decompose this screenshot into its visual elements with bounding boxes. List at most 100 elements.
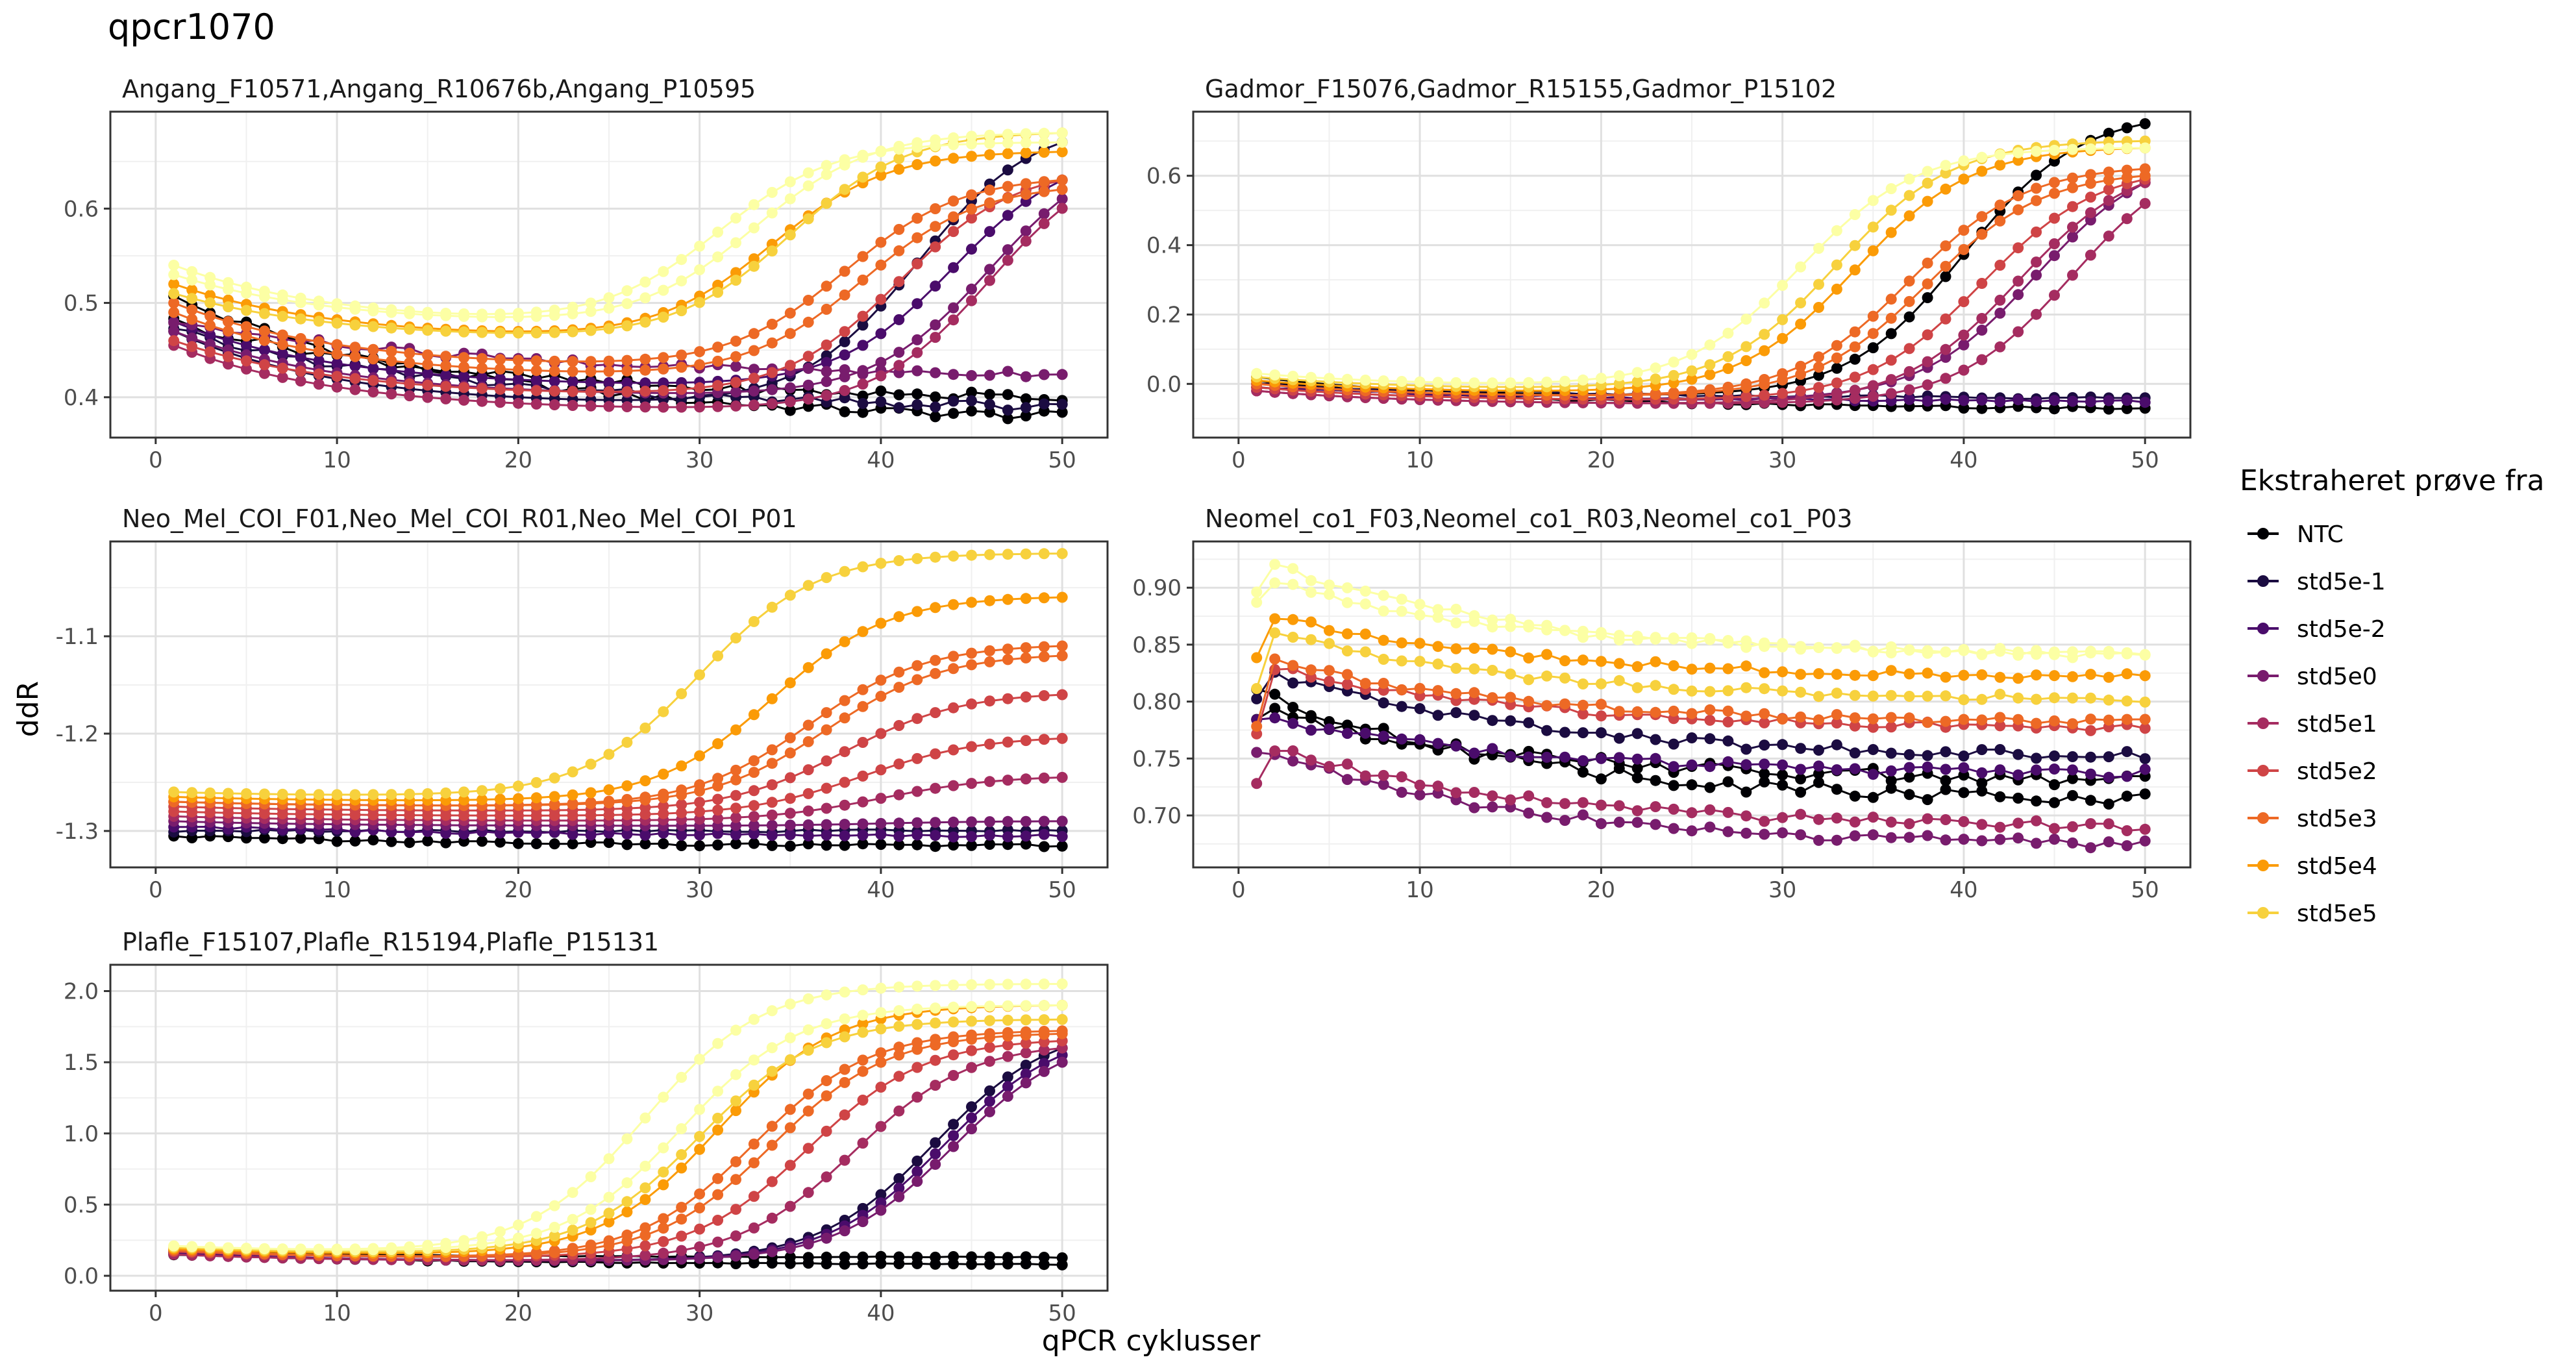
data-point	[277, 833, 288, 845]
data-point	[2031, 226, 2042, 238]
data-point	[839, 1076, 850, 1088]
x-tick-label: 40	[867, 1300, 895, 1326]
data-point	[1251, 728, 1263, 739]
data-point	[422, 368, 434, 380]
data-point	[223, 788, 234, 799]
data-point	[241, 363, 252, 375]
data-point	[1976, 278, 1988, 289]
data-point	[440, 351, 452, 362]
data-point	[748, 1191, 760, 1202]
data-point	[694, 1054, 706, 1065]
data-point	[458, 786, 470, 798]
data-point	[2139, 118, 2151, 129]
data-point	[893, 314, 905, 325]
data-point	[857, 340, 869, 351]
data-point	[802, 580, 814, 591]
data-point	[1668, 633, 1679, 645]
data-point	[930, 1148, 941, 1160]
data-point	[2121, 695, 2133, 707]
data-point	[948, 211, 960, 223]
data-point	[802, 1088, 814, 1100]
data-point	[1002, 643, 1013, 655]
data-point	[857, 379, 869, 390]
data-point	[784, 1251, 796, 1263]
data-point	[1740, 786, 1752, 798]
data-point	[1650, 706, 1661, 718]
data-point	[730, 1174, 741, 1186]
data-point	[1958, 403, 1970, 414]
data-point	[1958, 694, 1970, 706]
data-point	[295, 313, 306, 325]
data-point	[2012, 204, 2024, 216]
data-point	[730, 632, 741, 644]
data-point	[730, 1105, 741, 1117]
data-point	[1831, 352, 1842, 364]
data-point	[1541, 649, 1553, 660]
data-point	[857, 818, 869, 830]
data-point	[821, 572, 832, 584]
data-point	[1269, 688, 1281, 700]
data-point	[1958, 834, 1970, 845]
data-point	[1020, 402, 1032, 414]
data-point	[839, 326, 850, 338]
data-point	[930, 817, 941, 828]
data-point	[694, 806, 706, 817]
legend-entry-std5e2: std5e2	[2248, 758, 2377, 785]
data-point	[730, 764, 741, 776]
data-point	[984, 138, 995, 149]
data-point	[1759, 828, 1770, 840]
data-point	[1994, 821, 2006, 833]
data-point	[639, 1160, 651, 1172]
data-point	[585, 787, 597, 799]
data-point	[1613, 675, 1625, 686]
data-point	[386, 365, 397, 376]
data-point	[258, 832, 270, 844]
data-point	[1020, 773, 1032, 785]
data-point	[875, 145, 887, 157]
data-point	[748, 828, 760, 839]
data-point	[404, 837, 415, 849]
data-point	[821, 802, 832, 814]
data-point	[1056, 650, 1068, 662]
data-point	[1922, 166, 1933, 177]
data-point	[1595, 629, 1607, 641]
data-point	[821, 303, 832, 315]
data-point	[1631, 772, 1643, 784]
data-point	[893, 1182, 905, 1194]
data-point	[1414, 734, 1426, 745]
data-point	[1722, 663, 1734, 675]
data-point	[331, 358, 343, 369]
legend-entry-std5e1: std5e1	[2248, 711, 2377, 738]
data-point	[766, 1065, 778, 1077]
data-point	[893, 1021, 905, 1032]
y-tick-label: 2.0	[64, 979, 99, 1005]
data-point	[603, 355, 615, 367]
data-point	[549, 838, 560, 850]
data-point	[730, 1024, 741, 1036]
data-point	[1668, 738, 1679, 750]
data-point	[911, 1155, 923, 1167]
x-tick-label: 10	[323, 877, 351, 903]
data-point	[1940, 240, 1951, 252]
data-point	[2031, 195, 2042, 206]
data-point	[857, 796, 869, 808]
data-point	[1396, 701, 1407, 712]
data-point	[1378, 634, 1389, 646]
data-point	[349, 384, 361, 395]
data-point	[984, 816, 995, 828]
data-point	[1777, 666, 1789, 678]
data-point	[458, 352, 470, 364]
series-group	[168, 548, 1068, 852]
data-point	[1269, 558, 1281, 570]
data-point	[694, 359, 706, 371]
data-point	[1867, 791, 1879, 803]
panels: Angang_F10571,Angang_R10676b,Angang_P105…	[56, 75, 2192, 1326]
data-point	[1505, 691, 1517, 703]
data-point	[1867, 812, 1879, 823]
data-point	[1704, 704, 1716, 715]
data-point	[1831, 283, 1842, 295]
data-point	[1269, 627, 1281, 639]
data-point	[2121, 164, 2133, 176]
data-point	[530, 1211, 542, 1223]
data-point	[585, 758, 597, 770]
